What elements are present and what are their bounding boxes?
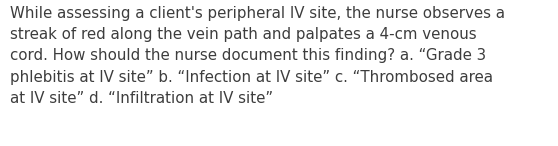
Text: While assessing a client's peripheral IV site, the nurse observes a
streak of re: While assessing a client's peripheral IV…	[10, 6, 505, 106]
